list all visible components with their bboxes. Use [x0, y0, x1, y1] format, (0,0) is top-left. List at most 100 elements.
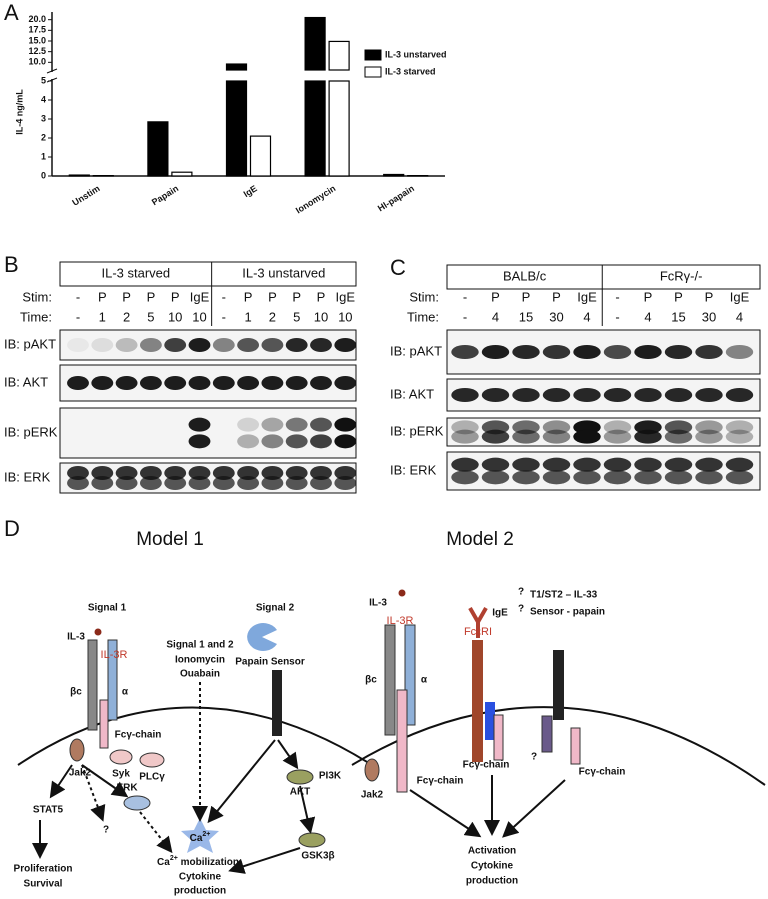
blot-band: [212, 338, 235, 352]
bar: [383, 173, 405, 177]
label: PLCγ: [139, 772, 165, 783]
label: PI3K: [319, 771, 342, 782]
fceri: [472, 640, 483, 762]
blot-band: [310, 338, 332, 352]
label: Signal 1 and 2: [166, 640, 234, 651]
blot-band: [285, 466, 308, 480]
probe-label: IB: pERK: [390, 423, 444, 438]
label: Fcγ-chain: [463, 760, 510, 771]
label: α: [421, 675, 428, 686]
blot-band: [188, 338, 211, 352]
label: ERK: [116, 783, 138, 794]
blot-band: [451, 388, 479, 402]
blot-band: [481, 470, 510, 485]
blot-band: [334, 338, 357, 352]
blot-band: [664, 470, 693, 485]
blot-band: [603, 345, 632, 359]
legend-label: IL-3 starved: [385, 66, 436, 76]
blot-band: [261, 434, 284, 449]
y-tick-label: 5: [41, 75, 46, 85]
label: ?: [518, 604, 524, 615]
time-label: 10: [168, 309, 182, 324]
stim-label: P: [317, 289, 326, 304]
stim-label: P: [491, 289, 500, 304]
akt: [286, 769, 314, 785]
erk: [123, 795, 151, 811]
probe-label: IB: ERK: [390, 462, 437, 477]
y-tick-label: 0: [41, 170, 46, 180]
blot-band: [542, 470, 571, 485]
blot-band: [695, 420, 723, 435]
time-label: 30: [702, 309, 716, 324]
panel-label: D: [4, 516, 20, 541]
label: Fcγ-chain: [115, 730, 162, 741]
stim-label: -: [615, 289, 619, 304]
time-label: 15: [519, 309, 533, 324]
y-tick-label: 4: [41, 94, 46, 104]
arrow: [277, 739, 299, 770]
label: Ouabain: [180, 669, 220, 680]
blot-band: [212, 476, 235, 490]
y-tick-label: 1: [41, 151, 46, 161]
panel-a: A IL-4 ng/mL 0 1 2 3 4 5 10.012.515.017.520.0 U…: [4, 0, 447, 216]
label: Ionomycin: [175, 655, 225, 666]
blot-band: [285, 434, 308, 449]
blot-band: [164, 466, 187, 480]
time-label: -: [76, 309, 80, 324]
blot-band: [237, 476, 260, 490]
stim-label: P: [122, 289, 131, 304]
blot-band: [261, 417, 284, 432]
blot-band: [188, 417, 211, 432]
fcg-chain: [570, 727, 581, 765]
group-label: BALB/c: [503, 268, 547, 283]
model-title: Model 2: [446, 529, 514, 550]
arrow: [228, 847, 301, 874]
blot-band: [115, 476, 138, 490]
y-tick-label: 20.0: [28, 14, 46, 24]
label: ?: [103, 825, 109, 836]
blot-band: [603, 470, 632, 485]
blot-band: [634, 457, 662, 472]
time-label: -: [463, 309, 467, 324]
row-label: Time:: [407, 309, 439, 324]
time-label: 2: [269, 309, 276, 324]
blot-band: [481, 345, 510, 359]
membrane: [17, 706, 373, 766]
label: Jak2: [361, 790, 384, 801]
blot-band: [188, 466, 211, 480]
group-label: IL-3 starved: [101, 265, 170, 280]
blot-band: [212, 466, 235, 480]
blot-band: [573, 429, 601, 444]
blot-band: [481, 429, 510, 444]
probe-label: IB: AKT: [390, 386, 434, 401]
time-label: 10: [338, 309, 352, 324]
label: Activation: [468, 846, 516, 857]
blot-band: [285, 476, 308, 490]
bar: [68, 174, 90, 177]
arrow: [502, 779, 566, 838]
bar: [249, 135, 272, 177]
blot-band: [725, 420, 754, 435]
group-label: IL-3 unstarved: [242, 265, 325, 280]
blot-band: [334, 434, 357, 449]
blot-band: [139, 476, 162, 490]
probe-label: IB: pERK: [4, 424, 58, 439]
blot-band: [695, 457, 723, 472]
blot-band: [237, 466, 260, 480]
blot-band: [261, 476, 284, 490]
gsk3b: [298, 832, 326, 848]
blot-band: [695, 388, 723, 402]
blot-band: [725, 457, 754, 472]
stim-label: P: [147, 289, 156, 304]
blot-band: [91, 476, 114, 490]
x-tick-label: Ionomycin: [294, 183, 337, 215]
stim-label: -: [463, 289, 467, 304]
blot-band: [164, 338, 187, 352]
blot-band: [512, 345, 540, 359]
label: IL-3R: [387, 615, 414, 627]
blot-band: [603, 420, 632, 435]
time-label: 5: [293, 309, 300, 324]
blot-band: [603, 457, 632, 472]
blot-band: [603, 388, 632, 402]
probe-label: IB: pAKT: [390, 343, 442, 358]
